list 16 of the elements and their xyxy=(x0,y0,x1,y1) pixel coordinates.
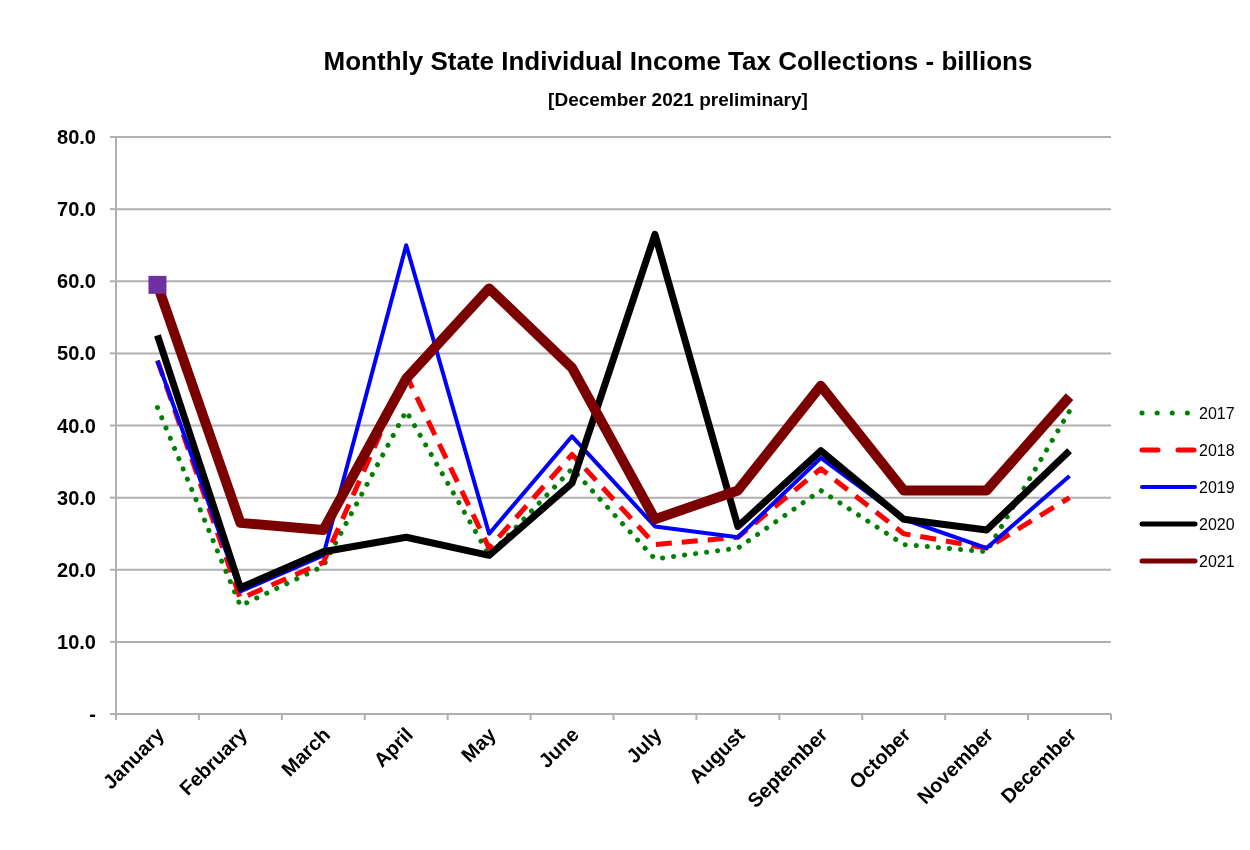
legend-label: 2021 xyxy=(1199,552,1235,570)
legend-label: 2019 xyxy=(1199,478,1235,496)
legend-label: 2017 xyxy=(1199,404,1235,422)
legend-label: 2018 xyxy=(1199,441,1235,459)
y-tick-label: 80.0 xyxy=(57,126,96,148)
y-tick-label: 70.0 xyxy=(57,198,96,221)
y-tick-label: 60.0 xyxy=(57,270,96,293)
y-tick-label: 20.0 xyxy=(57,558,96,581)
chart-subtitle: [December 2021 preliminary] xyxy=(548,89,808,110)
y-tick-label: - xyxy=(89,703,96,725)
chart-title: Monthly State Individual Income Tax Collections - billions xyxy=(323,46,1033,76)
y-tick-label: 30.0 xyxy=(57,486,96,509)
y-tick-label: 10.0 xyxy=(57,630,96,653)
y-tick-label: 40.0 xyxy=(57,414,96,437)
y-tick-label: 50.0 xyxy=(57,342,96,365)
legend-label: 2020 xyxy=(1199,515,1235,533)
